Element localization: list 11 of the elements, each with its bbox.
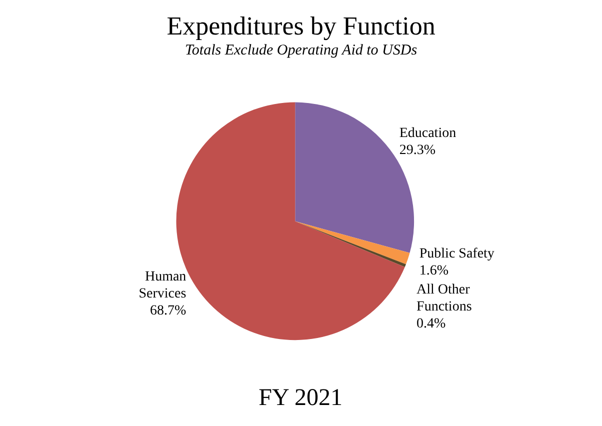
data-label: 0.4% — [416, 316, 446, 332]
text: FY 2021 — [258, 385, 342, 411]
chart-title: Expenditures by Function — [166, 12, 436, 40]
data-label: 1.6% — [419, 263, 449, 278]
slice-label: Human Services — [138, 269, 186, 302]
slice-label: Public Safety — [419, 246, 494, 262]
slice-label: Education — [399, 126, 456, 141]
data-label: 68.7% — [150, 303, 187, 318]
chart-subtitle: Totals Exclude Operating Aid to USDs — [184, 42, 418, 58]
data-label: 29.3% — [399, 142, 436, 158]
slice-label: All Other Functions — [416, 282, 472, 314]
